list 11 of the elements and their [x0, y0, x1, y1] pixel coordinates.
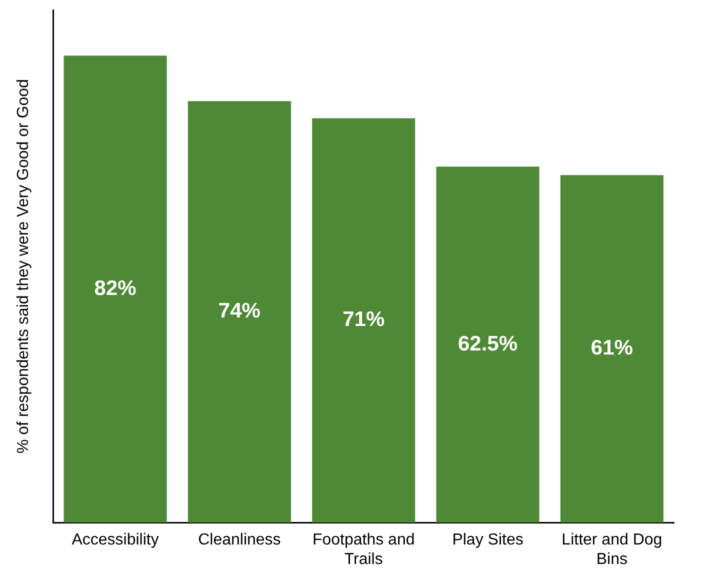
- data-label: 61%: [590, 336, 634, 360]
- x-tick-label: Litter and Dog Bins: [562, 532, 662, 568]
- data-label: 74%: [218, 300, 261, 323]
- y-axis-title: % of respondents said they were Very Good or Good: [15, 79, 32, 454]
- x-tick-label: Cleanliness: [198, 532, 281, 549]
- data-label: 71%: [342, 308, 385, 332]
- data-label: 62.5%: [458, 332, 518, 356]
- x-tick-label: Footpaths and Trails: [312, 532, 415, 568]
- x-tick-label: Play Sites: [452, 532, 524, 549]
- data-label: 82%: [94, 276, 137, 300]
- x-tick-label: Accessibility: [72, 532, 159, 549]
